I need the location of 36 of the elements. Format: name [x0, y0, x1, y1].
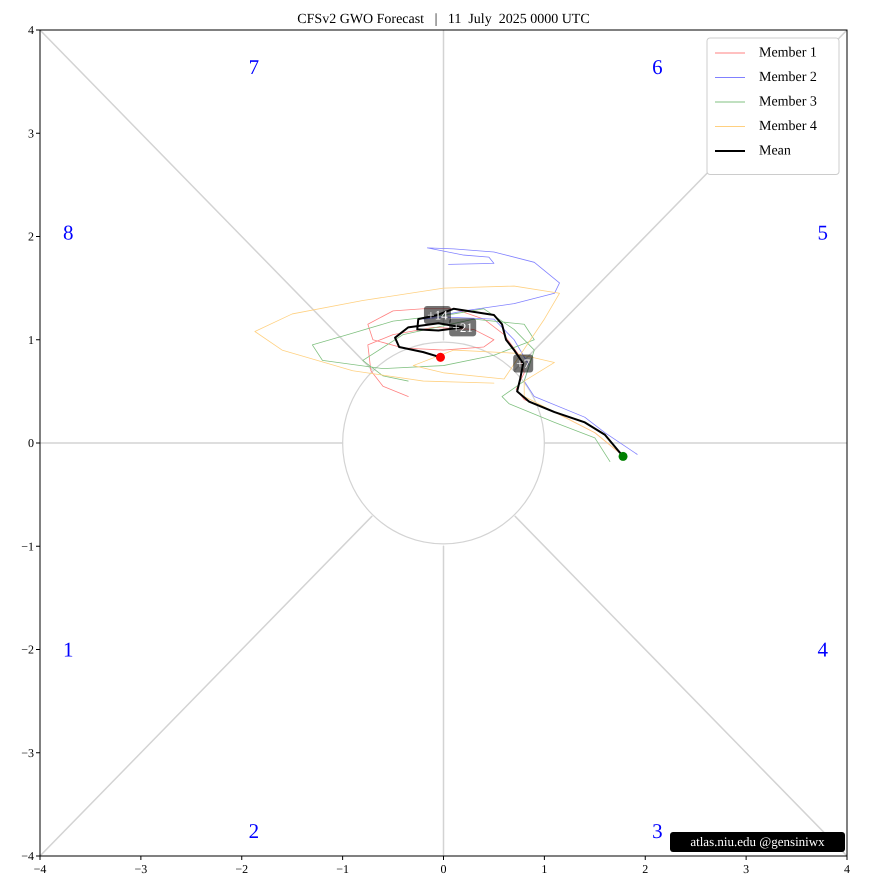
annotation: 6 — [652, 55, 663, 80]
annotation: 7 — [248, 55, 260, 80]
x-tick-label: −3 — [134, 862, 148, 876]
annotation: 8 — [62, 220, 74, 244]
y-tick-label: 1 — [28, 332, 34, 347]
x-tick-label: −2 — [235, 862, 248, 876]
y-tick-label: −2 — [21, 642, 34, 656]
chart-title: CFSv2 GWO Forecast | 11 July 2025 0000 UTC — [297, 12, 590, 27]
annotation: 1 — [62, 638, 74, 662]
annotation: 2 — [248, 819, 260, 844]
point — [618, 452, 628, 461]
legend-label: Mean — [759, 144, 791, 158]
x-tick-label: 3 — [743, 862, 750, 876]
y-tick-label: 3 — [28, 126, 34, 140]
x-tick-label: −1 — [336, 862, 350, 876]
y-tick-label: −1 — [21, 539, 34, 554]
annotation: 5 — [818, 220, 828, 244]
annotation: 3 — [652, 819, 663, 844]
y-tick-label: 2 — [28, 230, 34, 244]
legend-label: Member 1 — [759, 46, 817, 60]
x-tick-label: 1 — [541, 862, 548, 876]
x-tick-label: 2 — [642, 862, 648, 876]
line-series — [312, 308, 610, 462]
x-tick-label: 0 — [440, 862, 446, 876]
legend-label: Member 3 — [759, 94, 817, 110]
annotation: 4 — [818, 638, 829, 662]
line-series — [422, 247, 638, 455]
x-tick-label: 4 — [844, 862, 850, 876]
y-tick-label: 0 — [28, 436, 34, 450]
point — [436, 352, 445, 362]
y-tick-label: 4 — [28, 23, 34, 37]
annotation: atlas.niu.edu @gensiniwx — [690, 834, 826, 849]
legend-label: Member 4 — [759, 119, 817, 134]
y-tick-label: −3 — [21, 746, 34, 760]
y-tick-label: −4 — [21, 849, 34, 863]
legend-label: Member 2 — [759, 70, 817, 85]
